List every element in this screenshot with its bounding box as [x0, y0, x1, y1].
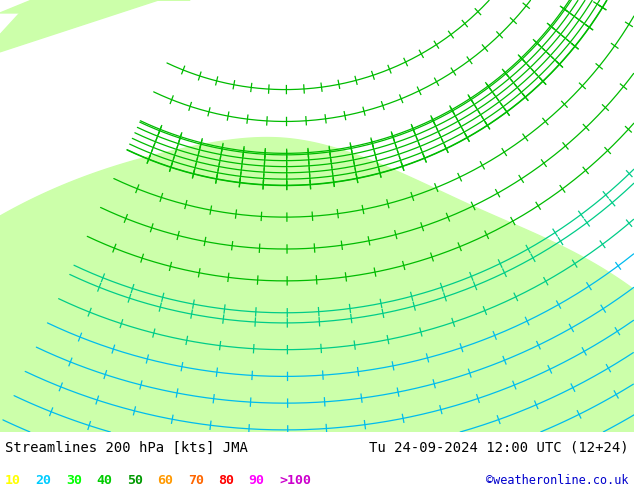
Text: Streamlines 200 hPa [kts] JMA: Streamlines 200 hPa [kts] JMA: [5, 441, 248, 455]
Text: 80: 80: [218, 474, 234, 487]
Polygon shape: [0, 0, 139, 13]
Text: >100: >100: [279, 474, 311, 487]
Text: 40: 40: [96, 474, 112, 487]
Text: 90: 90: [249, 474, 264, 487]
Text: 20: 20: [36, 474, 51, 487]
Polygon shape: [0, 138, 634, 432]
Text: 70: 70: [188, 474, 204, 487]
Text: Tu 24-09-2024 12:00 UTC (12+24): Tu 24-09-2024 12:00 UTC (12+24): [369, 441, 629, 455]
Polygon shape: [0, 0, 190, 52]
Text: 60: 60: [157, 474, 173, 487]
Text: ©weatheronline.co.uk: ©weatheronline.co.uk: [486, 474, 629, 487]
Text: 30: 30: [66, 474, 82, 487]
Text: 10: 10: [5, 474, 21, 487]
Text: 50: 50: [127, 474, 143, 487]
